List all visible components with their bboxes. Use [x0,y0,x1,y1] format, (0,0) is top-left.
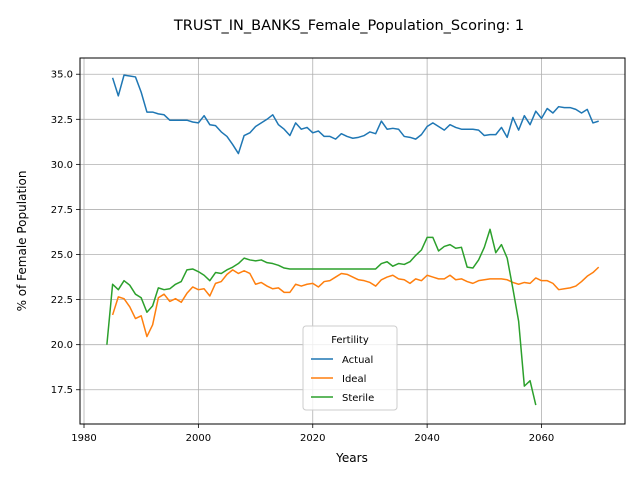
x-tick-label: 2040 [414,433,439,444]
y-tick-label: 27.5 [51,205,73,216]
y-tick-label: 30.0 [51,160,73,171]
x-tick-label: 2060 [529,433,554,444]
series-line-actual [111,74,599,155]
chart-title: TRUST_IN_BANKS_Female_Population_Scoring… [173,18,524,34]
x-tick-label: 2020 [300,433,325,444]
series-layer [106,74,600,406]
plot-area-frame [79,57,626,425]
y-tick-label: 25.0 [51,250,73,261]
y-tick-label: 35.0 [51,70,73,81]
legend: Fertility Actual Ideal Sterile [302,325,398,411]
x-tick-label: 2000 [186,433,211,444]
grid-layer [80,58,625,424]
x-axis-label: Years [335,451,368,465]
axis-layer: 1980 2000 2020 2040 2060 17.5 20.0 22.5 25.0 27.5… [51,70,554,444]
series-line-ideal [111,266,600,338]
legend-label-sterile: Sterile [342,393,374,404]
y-tick-label: 22.5 [51,295,73,306]
y-axis-label: % of Female Population [15,171,29,312]
legend-box [302,325,398,411]
y-tick-label: 17.5 [51,385,73,396]
y-tick-label: 20.0 [51,340,73,351]
x-tick-label: 1980 [71,433,96,444]
legend-label-ideal: Ideal [342,374,366,385]
y-tick-label: 32.5 [51,115,73,126]
series-line-sterile [106,228,537,406]
legend-label-actual: Actual [342,355,373,366]
legend-title: Fertility [331,335,369,346]
